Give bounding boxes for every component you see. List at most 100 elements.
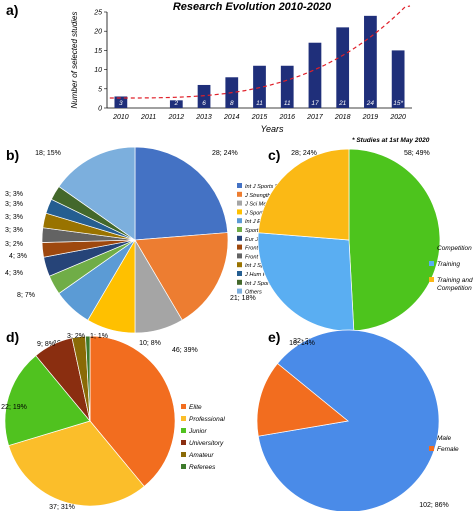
slice-label: 3; 2% — [5, 241, 23, 248]
legend-swatch — [237, 227, 242, 232]
y-tick-label: 20 — [93, 29, 102, 36]
pie-slice-competition — [348, 148, 441, 332]
legend-swatch — [237, 279, 242, 285]
x-tick-label: 2017 — [306, 114, 324, 121]
slice-label: 8; 7% — [17, 292, 35, 299]
panel-e-label: e) — [268, 329, 280, 345]
legend-swatch — [429, 261, 434, 266]
bar — [253, 65, 266, 108]
slice-label: 37; 31% — [49, 504, 75, 511]
slice-label: 9; 8% — [37, 341, 55, 348]
bar-value-label: 17 — [311, 100, 319, 107]
slice-label: 28; 24% — [291, 150, 317, 157]
x-tick-label: 2016 — [278, 114, 295, 121]
pie-slice-training — [257, 232, 355, 332]
bar — [169, 100, 183, 108]
legend-label: J Sports Sci — [244, 210, 276, 216]
legend-swatch — [237, 209, 242, 215]
slice-label: 4; 3% — [9, 253, 27, 260]
legend-swatch — [237, 244, 242, 250]
bar-value-label: 11 — [256, 100, 263, 107]
legend-swatch — [429, 446, 434, 451]
bar-value-label: 24 — [366, 100, 375, 107]
y-tick-label: 5 — [98, 86, 102, 93]
slice-label: 58; 49% — [404, 150, 430, 157]
slice-label: 46; 39% — [172, 347, 198, 354]
slice-label: 102; 86% — [419, 502, 449, 509]
pie-slice-male — [257, 329, 440, 511]
legend-swatch — [237, 191, 242, 197]
panel-b-label: b) — [6, 147, 19, 163]
footnote: * Studies at 1st May 2020 — [352, 137, 430, 144]
panel-c-pie-chart: c) 58; 49%32; 27%28; 24% CompetitionTrai… — [257, 147, 473, 345]
y-tick-label: 25 — [93, 10, 102, 17]
pie-slice-junior — [4, 355, 91, 446]
legend-swatch — [429, 435, 434, 440]
legend-label: Elite — [189, 404, 202, 411]
legend-swatch — [237, 218, 242, 224]
legend-label: Universitory — [189, 440, 224, 447]
bar-value-label: 2 — [174, 100, 179, 107]
trend-line — [109, 5, 411, 99]
legend-label: Sports — [245, 228, 261, 234]
bar-value-label: 11 — [284, 100, 291, 107]
pie-slice-training-and-competition — [257, 148, 350, 241]
slice-label: 10; 8% — [139, 340, 161, 347]
legend-swatch — [237, 235, 242, 241]
bar — [364, 15, 377, 109]
bar — [308, 42, 322, 108]
pie-slice-female — [256, 362, 349, 437]
x-tick-label: 2012 — [168, 114, 185, 121]
legend-swatch — [237, 183, 242, 188]
panel-a-label: a) — [6, 2, 18, 18]
slice-label: 3; 2% — [67, 333, 85, 340]
pie-slice-others — [58, 146, 136, 241]
legend-label: Training — [437, 261, 460, 268]
legend-swatch — [237, 288, 242, 294]
legend-swatch — [181, 416, 186, 421]
slice-label: 1; 1% — [90, 333, 108, 340]
bar-value-label: 21 — [338, 100, 347, 107]
panel-d-label: d) — [6, 329, 19, 345]
legend-label: Professional — [189, 416, 225, 423]
legend-swatch — [237, 262, 242, 268]
legend-swatch — [429, 277, 434, 282]
legend-swatch — [181, 428, 186, 433]
x-tick-label: 2020 — [389, 114, 406, 121]
x-tick-label: 2019 — [362, 114, 379, 121]
legend-swatch — [181, 452, 186, 457]
x-tick-label: 2011 — [140, 114, 156, 121]
legend-swatch — [181, 440, 186, 445]
legend-label-line: Competition — [437, 285, 472, 292]
x-axis-label: Years — [260, 124, 284, 134]
panel-e-pie-chart: e) 102; 86% 16; 14% Male Female — [256, 329, 459, 511]
pie-slice-referees — [85, 335, 91, 422]
legend-swatch — [237, 253, 242, 259]
slice-label: 3; 3% — [5, 214, 23, 221]
legend-label: Referees — [189, 464, 216, 471]
legend-label: Amateur — [188, 452, 214, 459]
legend-label: J Sci Med Sport — [244, 202, 285, 208]
y-tick-label: 0 — [98, 106, 102, 113]
panel-c-label: c) — [268, 147, 280, 163]
legend-swatch — [181, 464, 186, 469]
y-tick-label: 15 — [94, 48, 102, 55]
bar — [391, 50, 405, 108]
chart-title: Research Evolution 2010-2020 — [173, 1, 332, 13]
y-axis-label: Number of selected studies — [70, 12, 79, 109]
legend-label: Competition — [437, 245, 472, 252]
legend-label: Others — [245, 290, 262, 296]
pie-slice-int-j-sports-physiol-perform — [134, 146, 229, 241]
bar-value-label: 6 — [202, 100, 206, 107]
y-tick-label: 10 — [94, 67, 102, 74]
panel-a-bar-chart: a) Research Evolution 2010-2020 Number o… — [6, 1, 430, 144]
legend-label-line: Training and — [437, 277, 473, 284]
legend-label: J Hum Kinet — [244, 272, 276, 278]
slice-label: 16; 14% — [289, 340, 315, 347]
x-tick-label: 2018 — [334, 114, 351, 121]
legend-swatch — [237, 200, 242, 206]
x-tick-label: 2010 — [112, 114, 129, 121]
legend-label: Int J Sports Med — [245, 281, 287, 287]
x-tick-label: 2015 — [251, 114, 268, 121]
slice-label: 21; 18% — [230, 295, 256, 302]
